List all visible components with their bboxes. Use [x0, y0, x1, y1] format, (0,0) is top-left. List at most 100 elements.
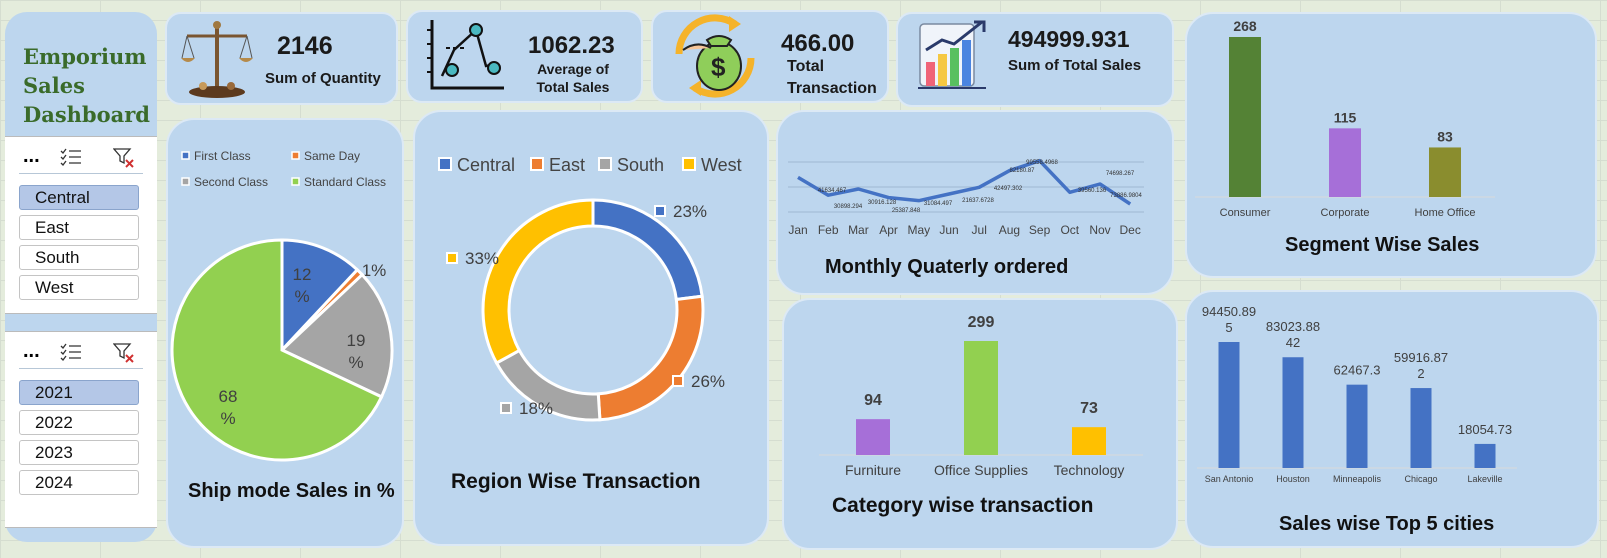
- legend-label: West: [701, 155, 742, 175]
- slicer-item-2024[interactable]: 2024: [19, 470, 139, 495]
- kpi-quantity-value: 2146: [277, 32, 333, 60]
- label-marker: [500, 402, 512, 414]
- bar: [1218, 342, 1240, 468]
- x-tick-label: San Antonio: [1205, 474, 1254, 484]
- bar: [964, 341, 998, 455]
- segment-card: Consumer 268 Corporate 115 Home Office 83 Seg…: [1185, 12, 1597, 278]
- data-label: 59916.87: [1394, 350, 1448, 365]
- multi-select-icon[interactable]: [60, 342, 82, 362]
- label-line: Total Sales: [536, 79, 610, 95]
- bar: [1429, 147, 1461, 197]
- slicer-item-2021[interactable]: 2021: [19, 380, 139, 405]
- data-label: 18%: [519, 399, 553, 418]
- kpi-avg-sales-card: 1062.23 Average of Total Sales: [406, 10, 643, 103]
- x-tick-label: Dec: [1120, 223, 1141, 237]
- slicer-header: ...: [5, 332, 157, 372]
- kpi-quantity-label: Sum of Quantity: [265, 70, 381, 87]
- legend-swatch: [181, 177, 190, 186]
- slicer-item-central[interactable]: Central: [19, 185, 139, 210]
- monthly-card: Jan Feb Mar Apr May Jun Jul Aug Sep Oct Nov Dec 4163…: [776, 110, 1174, 295]
- money-bag-icon: $: [675, 14, 755, 98]
- slicer-item-south[interactable]: South: [19, 245, 139, 270]
- segment-chart: Consumer 268 Corporate 115 Home Office 83: [1195, 18, 1495, 219]
- pie-slice: [279, 272, 394, 399]
- region-slicer: ... Central East South West: [5, 136, 157, 314]
- legend-swatch: [598, 157, 612, 171]
- category-card: Furniture 94 Office Supplies 299 Technology 7…: [782, 298, 1178, 550]
- data-label: 33%: [465, 249, 499, 268]
- slicer-menu-dots[interactable]: ...: [23, 145, 40, 167]
- slicer-item-west[interactable]: West: [19, 275, 139, 300]
- x-tick-label: Houston: [1276, 474, 1310, 484]
- x-tick-label: Sep: [1029, 223, 1051, 237]
- segment-title: Segment Wise Sales: [1285, 234, 1480, 256]
- region-chart: Central East South West 23% 26% 18% 33%: [438, 155, 742, 422]
- slicer-item-2023[interactable]: 2023: [19, 440, 139, 465]
- data-label: 30916.128: [868, 200, 897, 206]
- bar: [1474, 443, 1496, 468]
- slicer-menu-dots[interactable]: ...: [23, 340, 40, 362]
- slicer-header: ...: [5, 137, 157, 177]
- x-tick-label: Jan: [788, 223, 807, 237]
- legend-label: First Class: [194, 149, 251, 163]
- category-chart: Furniture 94 Office Supplies 299 Technology 7…: [819, 314, 1143, 478]
- data-label: 73: [1080, 400, 1098, 417]
- legend-swatch: [291, 151, 300, 160]
- slicer-item-2022[interactable]: 2022: [19, 410, 139, 435]
- label-marker: [446, 252, 458, 264]
- data-label: 5: [1225, 320, 1232, 335]
- cities-card: San Antonio 94450.89 5 Houston 83023.88 42 Min…: [1185, 290, 1599, 548]
- legend-label: East: [549, 155, 585, 175]
- x-tick-label: Oct: [1060, 223, 1079, 237]
- bar: [1410, 388, 1432, 468]
- region-title: Region Wise Transaction: [451, 470, 701, 493]
- ship-mode-card: First Class Same Day Second Class Standard …: [166, 118, 404, 548]
- kpi-transaction-label: Total Transaction: [787, 56, 877, 100]
- bar: [1229, 37, 1261, 197]
- bar-chart-icon: [918, 20, 986, 89]
- clear-filter-icon[interactable]: [113, 147, 135, 169]
- x-tick-label: Mar: [848, 223, 869, 237]
- data-label: 25387.848: [892, 208, 921, 214]
- label-marker: [672, 375, 684, 387]
- monthly-chart: Jan Feb Mar Apr May Jun Jul Aug Sep Oct Nov Dec 4163…: [788, 158, 1144, 237]
- bar: [1346, 384, 1368, 468]
- kpi-quantity-card: 2146 Sum of Quantity: [165, 12, 398, 105]
- ship-mode-title: Ship mode Sales in %: [188, 480, 395, 502]
- legend-label: Same Day: [304, 149, 360, 163]
- data-label: 83: [1437, 128, 1453, 144]
- slicer-item-east[interactable]: East: [19, 215, 139, 240]
- data-label: 41634.467: [818, 188, 847, 194]
- data-label: 94: [864, 392, 882, 409]
- x-tick-label: Nov: [1089, 223, 1110, 237]
- data-label: 30898.294: [834, 204, 863, 210]
- cities-title: Sales wise Top 5 cities: [1279, 513, 1495, 535]
- title-line: Emporium: [23, 44, 147, 69]
- x-tick-label: Minneapolis: [1333, 474, 1382, 484]
- x-tick-label: Corporate: [1321, 207, 1370, 219]
- data-label: 23%: [673, 202, 707, 221]
- kpi-total-sales-label: Sum of Total Sales: [1008, 57, 1142, 74]
- title-line: Dashboard: [23, 102, 150, 127]
- x-tick-label: Home Office: [1415, 207, 1476, 219]
- x-tick-label: Jun: [939, 223, 958, 237]
- data-label: 42: [1286, 335, 1300, 350]
- clear-filter-icon[interactable]: [113, 342, 135, 364]
- label-marker: [654, 205, 666, 217]
- x-tick-label: Office Supplies: [934, 462, 1028, 478]
- data-label: 2: [1417, 366, 1424, 381]
- kpi-avg-sales-value: 1062.23: [528, 32, 615, 59]
- region-card: Central East South West 23% 26% 18% 33% Region …: [413, 110, 769, 546]
- year-slicer: ... 2021 2022 2023 2024: [5, 331, 157, 528]
- x-tick-label: Furniture: [845, 462, 901, 478]
- data-label: 99558.4968: [1026, 160, 1058, 166]
- label-line: Average of: [537, 61, 609, 77]
- legend-swatch: [530, 157, 544, 171]
- x-tick-label: Consumer: [1220, 207, 1271, 219]
- donut-slice: [481, 198, 595, 366]
- x-tick-label: Chicago: [1404, 474, 1437, 484]
- x-tick-label: Jul: [972, 223, 987, 237]
- multi-select-icon[interactable]: [60, 147, 82, 167]
- title-line: Sales: [23, 73, 85, 98]
